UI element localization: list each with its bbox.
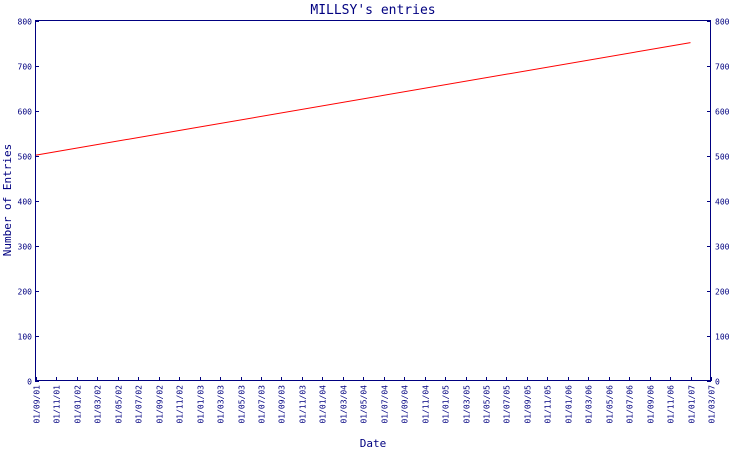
y-tick-label-left: 200	[18, 288, 33, 297]
x-tick-label: 01/07/06	[626, 385, 635, 424]
x-tick-label: 01/01/07	[688, 385, 697, 424]
y-tick-label-right: 700	[715, 63, 730, 72]
series-line	[35, 42, 691, 156]
y-tick-label-left: 500	[18, 153, 33, 162]
x-tick-label: 01/09/05	[524, 385, 533, 424]
x-tick-label: 01/05/03	[238, 385, 247, 424]
y-tick-label-left: 100	[18, 333, 33, 342]
y-tick-label-left: 400	[18, 198, 33, 207]
x-tick-label: 01/05/02	[115, 385, 124, 424]
x-tick-label: 01/11/05	[544, 385, 553, 424]
x-tick-label: 01/05/06	[606, 385, 615, 424]
x-tick-label: 01/07/03	[258, 385, 267, 424]
y-tick-label-right: 200	[715, 288, 730, 297]
x-tick-label: 01/11/03	[299, 385, 308, 424]
y-axis-right: 0 100 200 300 400 500 600 700 800	[707, 18, 730, 387]
x-tick-label: 01/11/06	[667, 385, 676, 424]
x-tick-label: 01/03/07	[708, 385, 717, 424]
x-tick-label: 01/09/06	[647, 385, 656, 424]
x-tick-label: 01/11/02	[176, 385, 185, 424]
x-tick-label: 01/05/04	[360, 385, 369, 424]
x-tick-label: 01/07/05	[503, 385, 512, 424]
x-tick-label: 01/05/05	[483, 385, 492, 424]
x-tick-label: 01/03/05	[463, 385, 472, 424]
y-tick-label-right: 600	[715, 108, 730, 117]
chart-title: MILLSY's entries	[310, 3, 435, 18]
x-tick-label: 01/01/02	[74, 385, 83, 424]
y-tick-label-right: 0	[715, 378, 720, 387]
y-tick-label-right: 400	[715, 198, 730, 207]
x-tick-label: 01/11/04	[422, 385, 431, 424]
y-tick-label-right: 100	[715, 333, 730, 342]
x-tick-label: 01/07/02	[135, 385, 144, 424]
y-axis-left: 0 100 200 300 400 500 600 700 800	[18, 18, 39, 387]
x-axis-label: Date	[360, 437, 387, 450]
x-tick-label: 01/03/02	[94, 385, 103, 424]
x-tick-label: 01/09/01	[33, 385, 42, 424]
y-tick-label-left: 300	[18, 243, 33, 252]
x-tick-label: 01/03/03	[217, 385, 226, 424]
y-tick-label-left: 0	[27, 378, 32, 387]
y-tick-label-left: 700	[18, 63, 33, 72]
x-tick-label: 01/09/04	[401, 385, 410, 424]
plot-frame	[35, 20, 711, 381]
x-tick-label: 01/01/05	[442, 385, 451, 424]
x-axis: 01/09/01 01/11/01 01/01/02 01/03/02 01/05/02…	[33, 377, 717, 424]
x-tick-label: 01/03/06	[585, 385, 594, 424]
y-tick-label-right: 300	[715, 243, 730, 252]
y-tick-label-right: 500	[715, 153, 730, 162]
x-tick-label: 01/11/01	[53, 385, 62, 424]
x-tick-label: 01/01/04	[319, 385, 328, 424]
y-tick-label-left: 800	[18, 18, 33, 27]
y-tick-label-left: 600	[18, 108, 33, 117]
x-tick-label: 01/09/03	[278, 385, 287, 424]
x-tick-label: 01/01/06	[565, 385, 574, 424]
y-tick-label-right: 800	[715, 18, 730, 27]
y-axis-label: Number of Entries	[1, 144, 14, 257]
x-tick-label: 01/09/02	[156, 385, 165, 424]
x-tick-label: 01/03/04	[340, 385, 349, 424]
x-tick-label: 01/01/03	[197, 385, 206, 424]
series-layer	[35, 42, 691, 156]
x-tick-label: 01/07/04	[381, 385, 390, 424]
